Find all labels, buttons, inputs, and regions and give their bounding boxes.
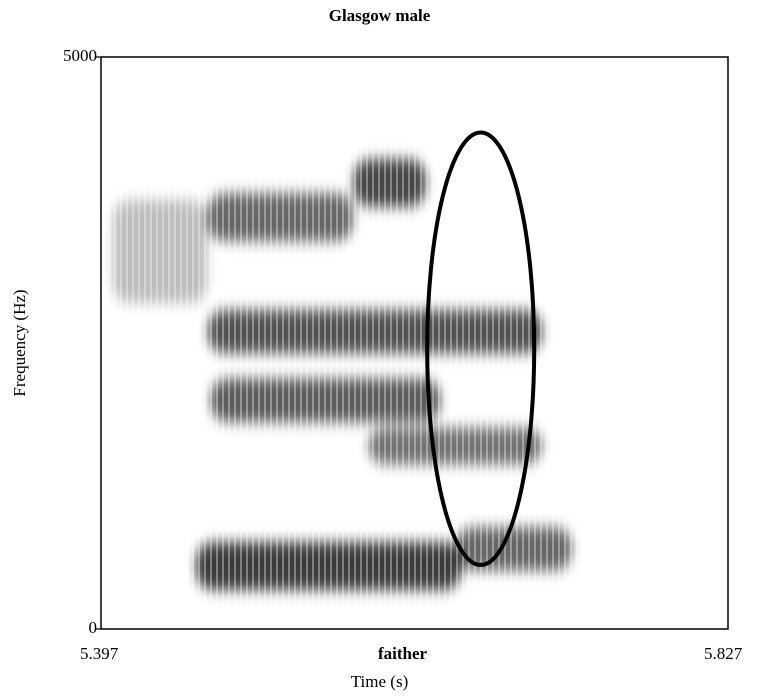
x-tick-label-start: 5.397 [80,644,119,663]
highlight-ellipse [425,130,537,567]
word-annotation: faither [378,644,428,663]
x-tick-label-end: 5.827 [704,644,743,663]
glottal-striations [101,57,728,629]
x-axis-label: Time (s) [350,672,409,691]
y-tick-label-min: 0 [88,618,98,637]
chart-title: Glasgow male [328,6,431,25]
plot-frame [100,56,729,630]
y-tick-label-max: 5000 [63,46,97,65]
